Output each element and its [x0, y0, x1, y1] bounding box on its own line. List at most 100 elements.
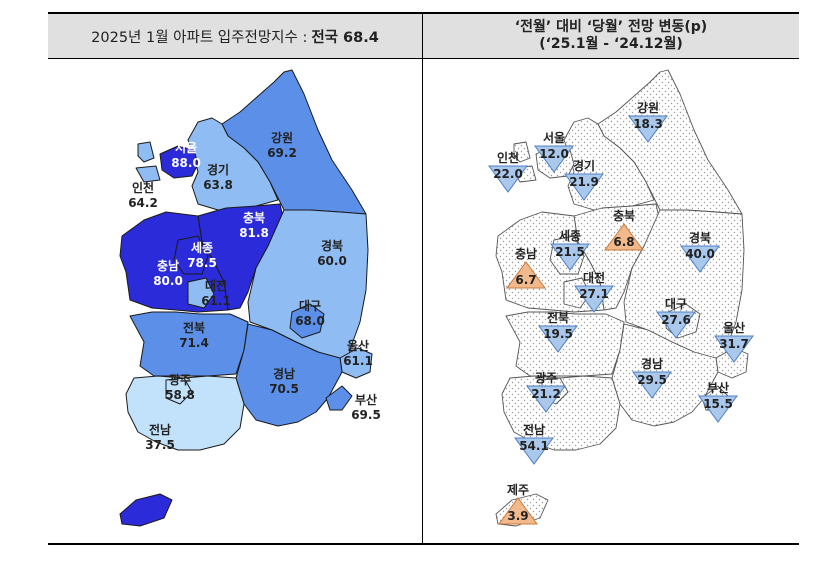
region-name-daejeon: 대전 [205, 278, 227, 293]
decrease-marker-gyeongnam [632, 371, 672, 399]
change-value-ulsan: 31.7 [719, 337, 749, 351]
change-region-name-gyeonggi: 경기 [573, 158, 595, 173]
change-region-name-seoul: 서울 [543, 130, 565, 145]
region-name-ulsan: 울산 [347, 338, 369, 353]
change-region-name-chungnam: 충남 [515, 246, 537, 261]
region-value-gyeonggi: 63.8 [203, 178, 233, 192]
region-shape-incheon [135, 141, 161, 183]
region-name-incheon: 인천 [132, 180, 154, 195]
region-shape-daejeon [187, 277, 215, 309]
decrease-marker-gyeonggi [564, 173, 604, 201]
left-header-title: 2025년 1월 아파트 입주전망지수 : [91, 29, 308, 46]
region-name-chungbuk: 충북 [243, 210, 265, 225]
change-value-busan: 15.5 [703, 397, 733, 411]
decrease-marker-daejeon [574, 285, 614, 313]
region-value-busan: 69.5 [351, 408, 381, 422]
region-name-gyeongnam: 경남 [273, 366, 295, 381]
decrease-marker-daegu [656, 311, 696, 339]
region-value-chungbuk: 81.8 [239, 226, 269, 240]
left-header: 2025년 1월 아파트 입주전망지수 : 전국 68.4 [48, 14, 422, 58]
change-region-name-ulsan: 울산 [723, 320, 745, 335]
change-value-sejong: 21.5 [555, 245, 585, 259]
region-shape-seoul [159, 145, 199, 179]
region-name-jeju: 제주 [109, 473, 131, 487]
decrease-marker-incheon [488, 165, 528, 193]
region-value-jeju: 78.9 [105, 488, 135, 502]
change-region-name-jeonbuk: 전북 [547, 310, 569, 325]
region-value-gangwon: 69.2 [267, 146, 297, 160]
region-value-jeonnam: 37.5 [145, 438, 175, 452]
change-value-chungbuk: 6.8 [613, 235, 634, 249]
region-value-seoul: 88.0 [171, 156, 201, 170]
change-value-gyeongnam: 29.5 [637, 373, 667, 387]
increase-marker-chungbuk [604, 223, 644, 251]
decrease-marker-jeonnam [514, 437, 554, 465]
region-outline-jeonbuk [505, 311, 625, 377]
decrease-marker-gyeongbuk [680, 245, 720, 273]
region-name-gangwon: 강원 [271, 131, 293, 145]
decrease-marker-sejong [550, 243, 590, 271]
region-shape-sejong [173, 235, 209, 275]
region-shape-busan [325, 385, 353, 411]
region-shape-gwangju [165, 377, 193, 405]
table-frame: 2025년 1월 아파트 입주전망지수 : 전국 68.4 ‘전월’ 대비 ‘당… [48, 12, 799, 545]
change-region-name-sejong: 세종 [559, 228, 581, 243]
change-map: 강원 18.3 서울 12.0 인천 22.0 경기 21.9 충북 6.8 충남 6.7 세종 21.5… [488, 69, 754, 527]
region-value-daegu: 68.0 [295, 314, 325, 328]
region-value-sejong: 78.5 [187, 256, 217, 270]
change-region-name-daegu: 대구 [665, 297, 687, 311]
decrease-marker-jeonbuk [538, 325, 578, 353]
region-name-busan: 부산 [355, 392, 377, 407]
change-region-name-gwangju: 광주 [535, 370, 557, 385]
decrease-marker-seoul [534, 145, 574, 173]
decrease-marker-gangwon [628, 115, 668, 143]
national-index: 전국 68.4 [311, 29, 379, 46]
change-value-gwangju: 21.2 [531, 387, 561, 401]
change-value-daejeon: 27.1 [579, 287, 609, 301]
region-value-daejeon: 61.1 [201, 294, 231, 308]
region-outline-jeonnam [501, 375, 621, 451]
change-value-gyeongbuk: 40.0 [685, 247, 715, 261]
right-header-period: (‘25.1월 - ‘24.12월) [539, 36, 683, 52]
column-divider [422, 12, 423, 544]
region-name-daegu: 대구 [299, 299, 321, 313]
top-rule [48, 12, 799, 14]
change-region-name-gyeongbuk: 경북 [689, 231, 711, 245]
region-name-gwangju: 광주 [169, 372, 191, 387]
region-value-gyeongbuk: 60.0 [317, 254, 347, 268]
right-header: ‘전월’ 대비 ‘당월’ 전망 변동(p) (‘25.1월 - ‘24.12월) [423, 14, 799, 58]
change-region-name-jeonnam: 전남 [523, 422, 545, 437]
region-name-jeonbuk: 전북 [183, 320, 205, 335]
change-value-chungnam: 6.7 [515, 273, 536, 287]
right-header-title: ‘전월’ 대비 ‘당월’ 전망 변동(p) [514, 19, 708, 35]
region-name-sejong: 세종 [191, 240, 213, 255]
change-value-jeonbuk: 19.5 [543, 327, 573, 341]
change-region-name-gangwon: 강원 [637, 101, 659, 115]
region-value-ulsan: 61.1 [343, 354, 373, 368]
change-region-name-chungbuk: 충북 [613, 208, 635, 223]
region-value-incheon: 64.2 [128, 196, 158, 210]
change-value-jeonnam: 54.1 [519, 439, 549, 453]
region-name-jeonnam: 전남 [149, 422, 171, 437]
region-name-seoul: 서울 [175, 140, 197, 155]
bottom-rule [48, 543, 799, 545]
header-rule [48, 58, 799, 59]
change-value-incheon: 22.0 [493, 167, 523, 181]
change-value-gyeonggi: 21.9 [569, 175, 599, 189]
region-name-gyeongbuk: 경북 [321, 239, 343, 253]
change-region-name-daejeon: 대전 [583, 270, 605, 285]
region-shape-jeonbuk [129, 311, 249, 377]
change-value-gangwon: 18.3 [633, 117, 663, 131]
decrease-marker-gwangju [526, 385, 566, 413]
increase-marker-jeju [498, 497, 538, 525]
change-region-name-busan: 부산 [707, 380, 729, 395]
increase-marker-chungnam [506, 261, 546, 289]
region-name-gyeonggi: 경기 [207, 162, 229, 177]
change-value-jeju: 3.9 [507, 509, 528, 523]
change-region-name-jeju: 제주 [507, 483, 529, 497]
decrease-marker-busan [698, 395, 738, 423]
change-value-daegu: 27.6 [661, 313, 691, 327]
change-value-seoul: 12.0 [539, 147, 569, 161]
region-name-chungnam: 충남 [157, 258, 179, 273]
